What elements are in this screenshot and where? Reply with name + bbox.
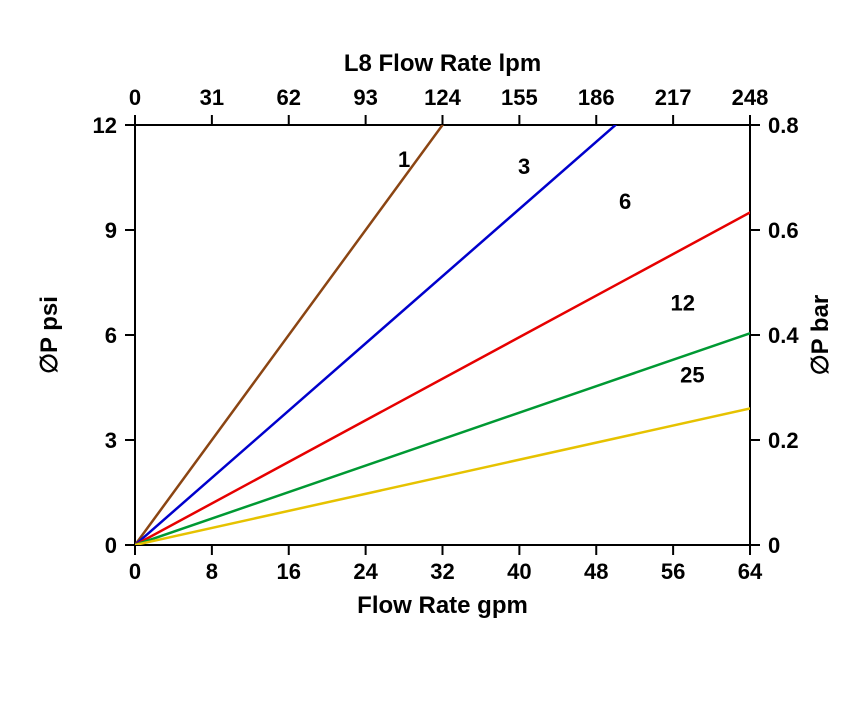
chart-container: 0816243240485664Flow Rate gpm03162931241… xyxy=(0,0,860,700)
chart-title-top: L8 Flow Rate lpm xyxy=(344,50,541,77)
x-top-tick-label: 124 xyxy=(424,85,461,110)
series-label-3: 3 xyxy=(518,154,530,179)
x-top-tick-label: 186 xyxy=(578,85,615,110)
x-top-tick-label: 217 xyxy=(655,85,692,110)
y-left-tick-label: 9 xyxy=(105,218,117,243)
y-right-tick-label: 0 xyxy=(768,533,780,558)
y-right-tick-label: 0.6 xyxy=(768,218,799,243)
x-bottom-tick-label: 24 xyxy=(353,559,378,584)
series-label-12: 12 xyxy=(670,291,694,316)
y-left-tick-label: 3 xyxy=(105,428,117,453)
x-top-tick-label: 248 xyxy=(732,85,769,110)
x-bottom-tick-label: 16 xyxy=(277,559,301,584)
y-left-tick-label: 6 xyxy=(105,323,117,348)
y-left-tick-label: 12 xyxy=(93,113,117,138)
x-top-tick-label: 62 xyxy=(277,85,301,110)
y-left-label: ∅P psi xyxy=(36,296,63,374)
x-top-tick-label: 31 xyxy=(200,85,224,110)
x-bottom-tick-label: 0 xyxy=(129,559,141,584)
x-bottom-tick-label: 32 xyxy=(430,559,454,584)
y-right-tick-label: 0.4 xyxy=(768,323,799,348)
series-label-1: 1 xyxy=(398,147,410,172)
y-right-tick-label: 0.2 xyxy=(768,428,799,453)
x-bottom-tick-label: 48 xyxy=(584,559,608,584)
x-top-tick-label: 155 xyxy=(501,85,538,110)
x-bottom-tick-label: 8 xyxy=(206,559,218,584)
y-left-tick-label: 0 xyxy=(105,533,117,558)
y-right-label: ∅P bar xyxy=(807,295,834,376)
pressure-flow-chart: 0816243240485664Flow Rate gpm03162931241… xyxy=(0,0,860,700)
x-bottom-tick-label: 40 xyxy=(507,559,531,584)
x-bottom-tick-label: 64 xyxy=(738,559,763,584)
series-label-25: 25 xyxy=(680,362,704,387)
x-top-tick-label: 0 xyxy=(129,85,141,110)
y-right-tick-label: 0.8 xyxy=(768,113,799,138)
x-bottom-label: Flow Rate gpm xyxy=(357,592,528,619)
series-label-6: 6 xyxy=(619,189,631,214)
x-bottom-tick-label: 56 xyxy=(661,559,685,584)
x-top-tick-label: 93 xyxy=(353,85,377,110)
